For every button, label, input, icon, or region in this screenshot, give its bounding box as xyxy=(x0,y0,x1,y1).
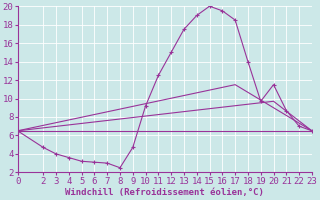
X-axis label: Windchill (Refroidissement éolien,°C): Windchill (Refroidissement éolien,°C) xyxy=(65,188,264,197)
